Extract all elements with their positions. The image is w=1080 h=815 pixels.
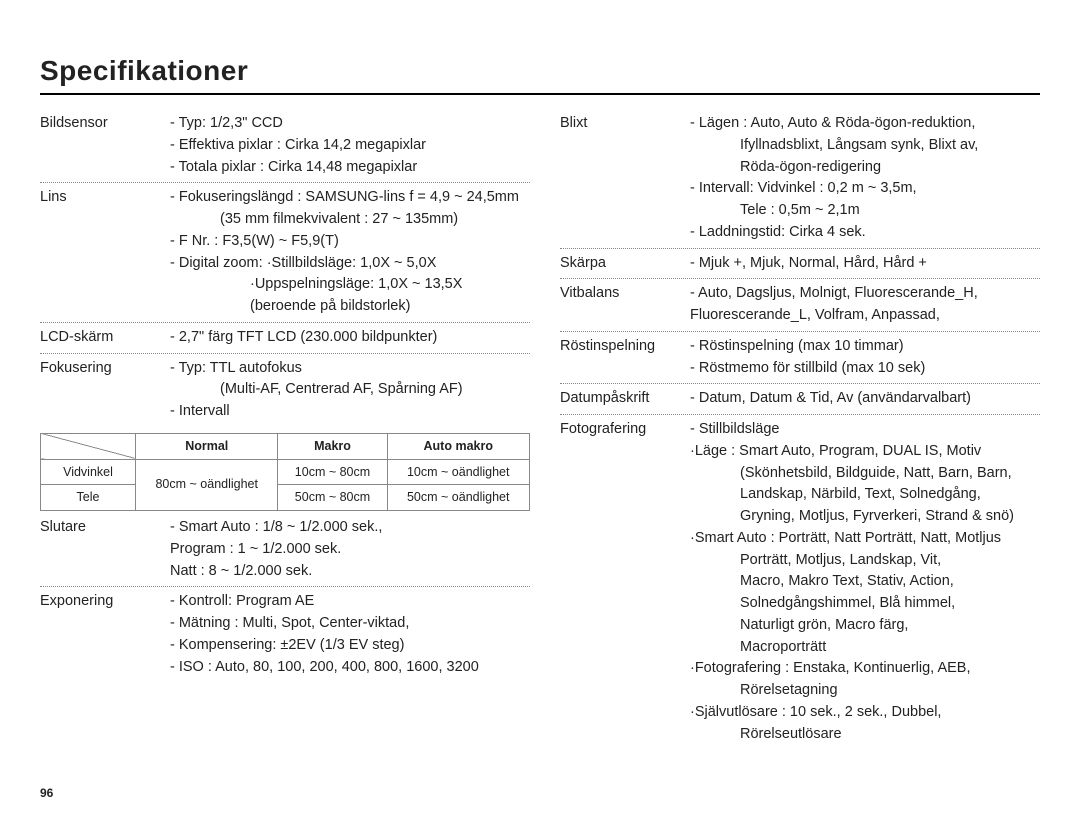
spec-label: Fokusering bbox=[40, 358, 170, 423]
table-header: Makro bbox=[278, 433, 387, 459]
table-cell: Vidvinkel bbox=[41, 459, 136, 485]
spec-row-skarpa: Skärpa - Mjuk +, Mjuk, Normal, Hård, Hår… bbox=[560, 253, 1040, 280]
spec-value: - Typ: 1/2,3" CCD - Effektiva pixlar : C… bbox=[170, 113, 530, 178]
spec-value: - Kontroll: Program AE - Mätning : Multi… bbox=[170, 591, 530, 678]
spec-row-rostinspelning: Röstinspelning - Röstinspelning (max 10 … bbox=[560, 336, 1040, 385]
table-cell: 80cm ~ oändlighet bbox=[136, 459, 278, 511]
page-number: 96 bbox=[40, 786, 53, 800]
spec-label: Lins bbox=[40, 187, 170, 318]
table-cell: 10cm ~ oändlighet bbox=[387, 459, 530, 485]
spec-row-datum: Datumpåskrift - Datum, Datum & Tid, Av (… bbox=[560, 388, 1040, 415]
table-header: Auto makro bbox=[387, 433, 530, 459]
spec-label: Röstinspelning bbox=[560, 336, 690, 380]
spec-value: - 2,7" färg TFT LCD (230.000 bildpunkter… bbox=[170, 327, 530, 349]
table-header: Normal bbox=[136, 433, 278, 459]
spec-row-vitbalans: Vitbalans - Auto, Dagsljus, Molnigt, Flu… bbox=[560, 283, 1040, 332]
columns: Bildsensor - Typ: 1/2,3" CCD - Effektiva… bbox=[40, 113, 1040, 753]
table-header-diag bbox=[41, 433, 136, 459]
spec-value: - Smart Auto : 1/8 ~ 1/2.000 sek., Progr… bbox=[170, 517, 530, 582]
left-column: Bildsensor - Typ: 1/2,3" CCD - Effektiva… bbox=[40, 113, 530, 753]
spec-row-bildsensor: Bildsensor - Typ: 1/2,3" CCD - Effektiva… bbox=[40, 113, 530, 183]
spec-label: Vitbalans bbox=[560, 283, 690, 327]
spec-value: - Mjuk +, Mjuk, Normal, Hård, Hård + bbox=[690, 253, 1040, 275]
spec-value: - Stillbildsläge ·Läge : Smart Auto, Pro… bbox=[690, 419, 1040, 745]
spec-label: Exponering bbox=[40, 591, 170, 678]
spec-row-lins: Lins - Fokuseringslängd : SAMSUNG-lins f… bbox=[40, 187, 530, 323]
spec-value: - Röstinspelning (max 10 timmar) - Röstm… bbox=[690, 336, 1040, 380]
table-row: Tele 50cm ~ 80cm 50cm ~ oändlighet bbox=[41, 485, 530, 511]
spec-label: Blixt bbox=[560, 113, 690, 244]
page-title: Specifikationer bbox=[40, 55, 1040, 95]
spec-value: - Datum, Datum & Tid, Av (användarvalbar… bbox=[690, 388, 1040, 410]
spec-row-exponering: Exponering - Kontroll: Program AE - Mätn… bbox=[40, 591, 530, 682]
spec-row-blixt: Blixt - Lägen : Auto, Auto & Röda-ögon-r… bbox=[560, 113, 1040, 249]
spec-label: Slutare bbox=[40, 517, 170, 582]
table-cell: 10cm ~ 80cm bbox=[278, 459, 387, 485]
page: Specifikationer Bildsensor - Typ: 1/2,3"… bbox=[0, 0, 1080, 815]
spec-label: LCD-skärm bbox=[40, 327, 170, 349]
table-cell: Tele bbox=[41, 485, 136, 511]
focus-table: Normal Makro Auto makro Vidvinkel 80cm ~… bbox=[40, 433, 530, 511]
table-row: Normal Makro Auto makro bbox=[41, 433, 530, 459]
table-row: Vidvinkel 80cm ~ oändlighet 10cm ~ 80cm … bbox=[41, 459, 530, 485]
spec-label: Skärpa bbox=[560, 253, 690, 275]
table-cell: 50cm ~ oändlighet bbox=[387, 485, 530, 511]
spec-label: Datumpåskrift bbox=[560, 388, 690, 410]
spec-row-fotografering: Fotografering - Stillbildsläge ·Läge : S… bbox=[560, 419, 1040, 749]
table-cell: 50cm ~ 80cm bbox=[278, 485, 387, 511]
spec-value: - Lägen : Auto, Auto & Röda-ögon-redukti… bbox=[690, 113, 1040, 244]
spec-row-lcd: LCD-skärm - 2,7" färg TFT LCD (230.000 b… bbox=[40, 327, 530, 354]
spec-value: - Auto, Dagsljus, Molnigt, Fluorescerand… bbox=[690, 283, 1040, 327]
spec-label: Fotografering bbox=[560, 419, 690, 745]
right-column: Blixt - Lägen : Auto, Auto & Röda-ögon-r… bbox=[560, 113, 1040, 753]
spec-row-fokusering: Fokusering - Typ: TTL autofokus (Multi-A… bbox=[40, 358, 530, 427]
spec-row-slutare: Slutare - Smart Auto : 1/8 ~ 1/2.000 sek… bbox=[40, 517, 530, 587]
spec-value: - Fokuseringslängd : SAMSUNG-lins f = 4,… bbox=[170, 187, 530, 318]
spec-value: - Typ: TTL autofokus (Multi-AF, Centrera… bbox=[170, 358, 530, 423]
spec-label: Bildsensor bbox=[40, 113, 170, 178]
